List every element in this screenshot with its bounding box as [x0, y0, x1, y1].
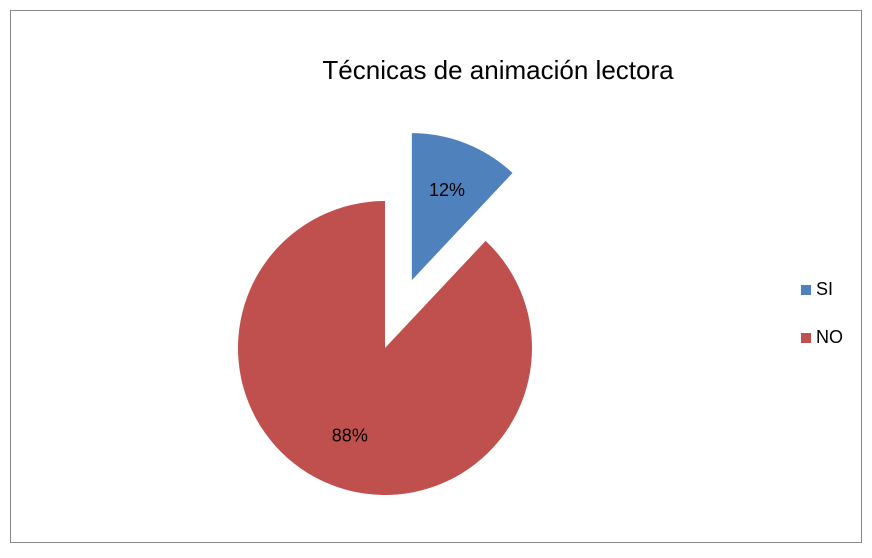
- legend-label: NO: [816, 327, 843, 347]
- pie-slice: [237, 201, 532, 495]
- legend-swatch: [801, 333, 811, 343]
- chart-title: Técnicas de animación lectora: [322, 55, 674, 85]
- data-label: 88%: [332, 426, 368, 446]
- legend-swatch: [801, 285, 811, 295]
- data-label: 12%: [429, 180, 465, 200]
- pie-slice: [411, 133, 513, 281]
- legend-label: SI: [816, 279, 833, 299]
